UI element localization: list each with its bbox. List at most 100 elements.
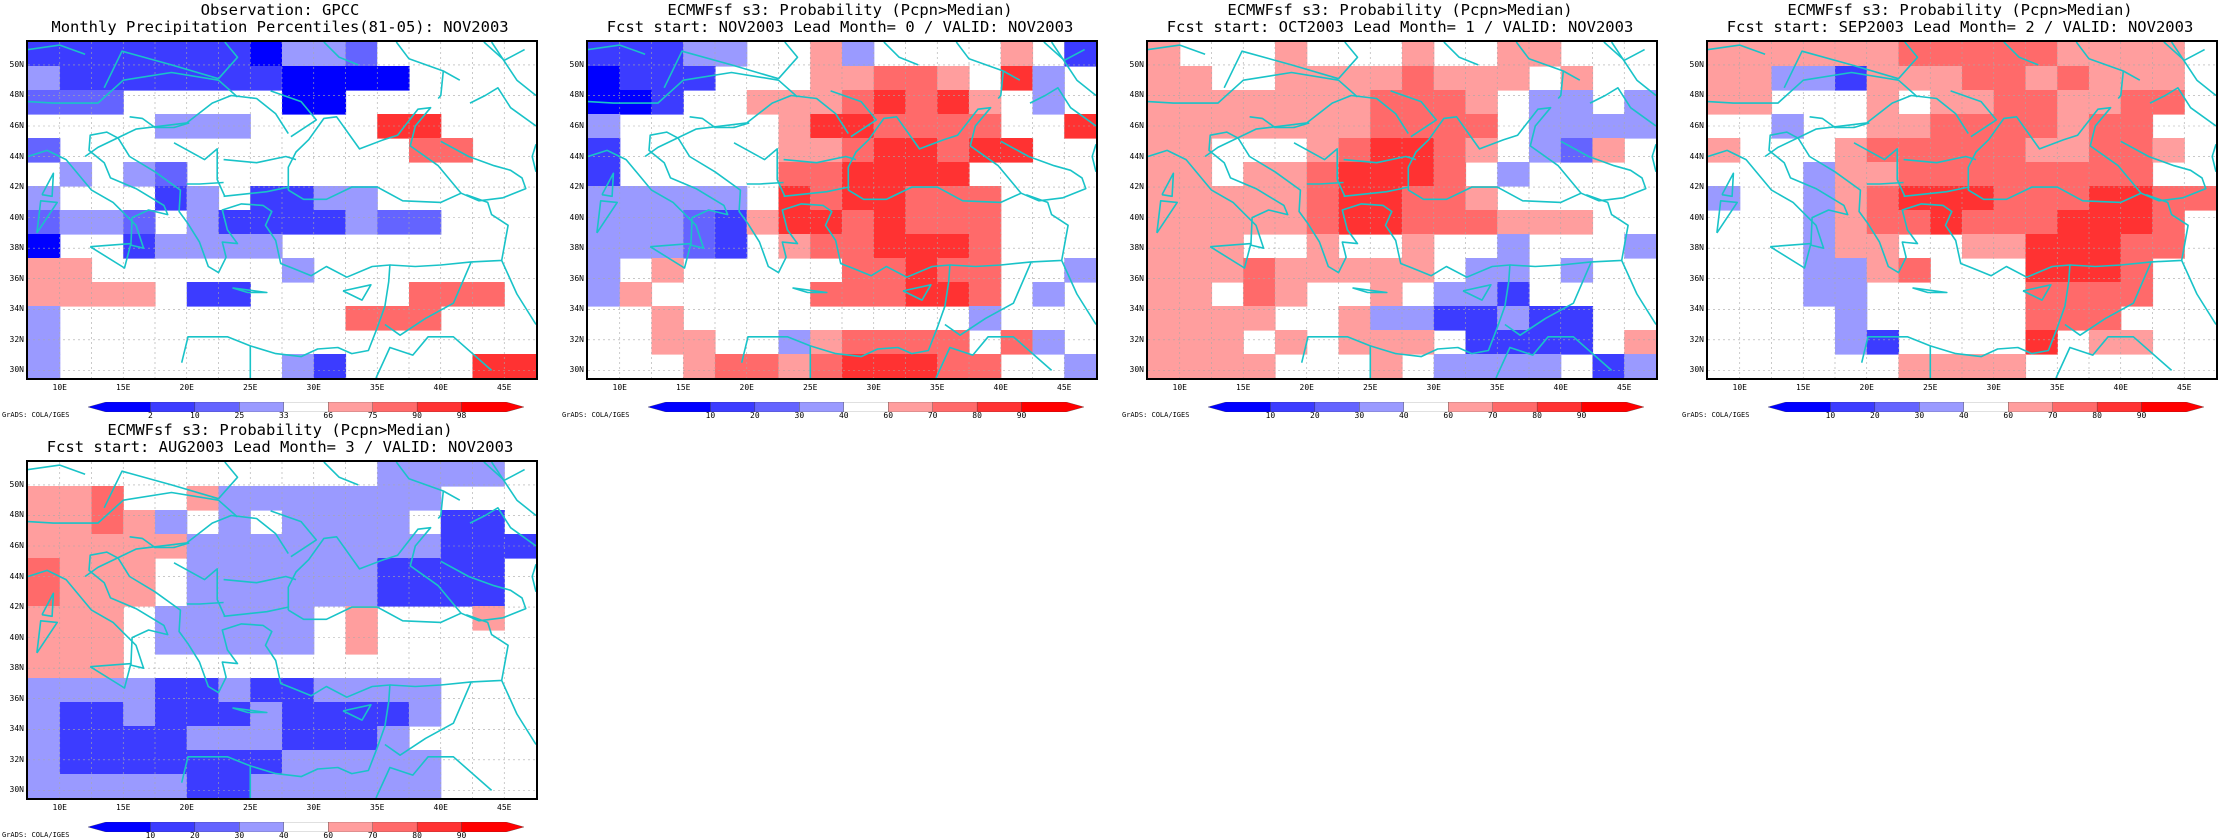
colorbar-segment [2052,402,2098,412]
grid-cell [810,90,843,115]
lat-tick-label: 42N [9,182,24,192]
grid-cell [1465,90,1498,115]
coastline [483,42,525,62]
grid-cell [59,774,93,798]
grid-cell [1866,330,1900,355]
grid-cell [1148,162,1181,187]
colorbar-segment [754,402,800,412]
grid-cell [377,462,410,487]
grid-cell [1148,330,1181,355]
grid-cell [250,486,283,511]
grid-cell [1179,282,1213,307]
grid-cell [619,186,653,211]
grid-cell [59,486,93,511]
lat-tick-label: 44N [569,151,584,161]
colorbar [86,822,526,832]
panel-title-line2: Fcst start: AUG2003 Lead Month= 3 / VALI… [46,438,514,456]
grid-cell [1370,90,1403,115]
grid-cell [905,210,938,235]
grid-cell [377,750,410,775]
coastline [935,335,1053,378]
grid-cell [1993,210,2027,235]
coastline [217,42,239,80]
grid-cell [59,534,93,559]
grid-cell [2089,66,2122,91]
lon-tick-label: 45E [1057,383,1072,392]
grid-cell [1930,66,1963,91]
colorbar-segment [647,402,711,412]
grid-cell [1835,66,1868,91]
grid-cell [1465,210,1498,235]
colorbar [1206,402,1646,412]
grid-cell [905,66,938,91]
grid-cell [588,162,621,187]
grid-cell [1529,354,1562,378]
colorbar-tick-label: 70 [927,411,938,420]
grid-cell [1624,234,1656,259]
grid-cell [937,354,970,378]
grid-cell [937,162,970,187]
grid-cell [1243,354,1276,378]
grid-cell [937,330,970,355]
grid-cell [1592,138,1625,163]
grid-cell [377,306,410,331]
grid-cell [282,486,315,511]
lat-tick-label: 48N [1689,90,1704,100]
grid-cell [1529,138,1562,163]
grid-cell [1529,114,1562,139]
grid-cell [440,510,474,535]
credit-text: GrADS: COLA/IGES [2,411,70,419]
grid-cell [1243,282,1276,307]
grid-cell [1898,186,1931,211]
grid-cell [123,582,156,607]
colorbar-tick-label: 98 [456,411,467,420]
coastline [28,464,86,475]
colorbar-segment [1963,402,2009,412]
grid-cell [1338,162,1371,187]
grid-cell [123,774,156,798]
map-panel: Observation: GPCC Monthly Precipitation … [0,0,560,420]
lat-tick-label: 30N [9,785,24,795]
grid-cell [1433,210,1467,235]
colorbar-segment [976,402,1022,412]
lon-tick-label: 30E [1986,383,2001,392]
colorbar-tick-label: 80 [2092,411,2102,420]
coastline [1148,44,1206,55]
colorbar-tick-label: 70 [367,831,378,840]
lon-tick-label: 20E [739,383,754,392]
coastline [1504,261,1592,337]
grid-cell [282,186,315,211]
grid-cell [409,210,442,235]
grid-cell [905,330,938,355]
grid-cell [1064,42,1096,67]
lat-tick-label: 36N [9,273,24,283]
colorbar-tick-label: 60 [323,831,334,840]
grid-cell [619,42,653,67]
grid-cell [842,66,875,91]
grid-cell [842,114,875,139]
grid-cell [1529,90,1562,115]
coastline [644,94,849,158]
colorbar-tick-label: 80 [412,831,422,840]
colorbar-segment [932,402,978,412]
grid-cell [1243,162,1276,187]
coastline [1050,42,1096,97]
grid-cell [1930,354,1963,378]
lat-tick-label: 38N [9,243,24,253]
grid-cell [1560,90,1594,115]
grid-cell [1243,306,1276,331]
grid-cell [2152,66,2185,91]
lat-tick-label: 40N [1129,212,1144,222]
grid-cell [345,306,378,331]
grid-cell [377,702,410,727]
grid-cell [1064,354,1096,378]
coastline [469,506,536,547]
coastline [41,592,55,618]
grid-cell [588,282,621,307]
coastline [944,261,1032,337]
grid-cell [28,282,61,307]
colorbar-tick-label: 10 [1265,411,1276,420]
grid-cell [123,750,156,775]
grid-cell [1898,354,1931,378]
grid-cell [123,42,156,67]
